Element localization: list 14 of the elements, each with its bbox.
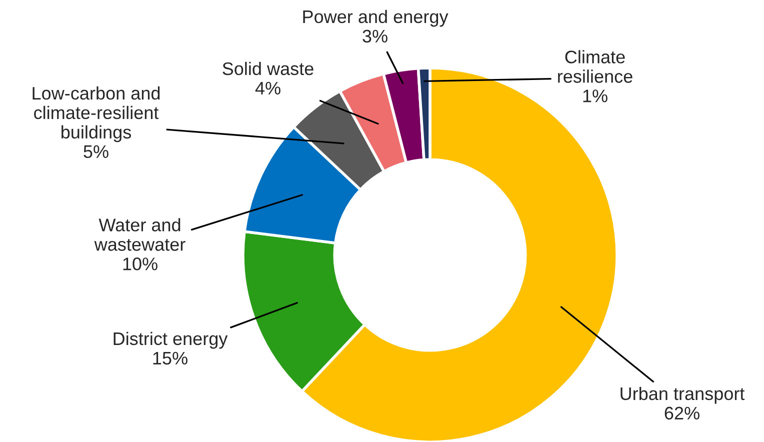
- slice-label: District energy: [114, 332, 228, 349]
- slice-label: Low-carbon and climate-resilient buildings: [32, 86, 160, 142]
- slice-label: Solid waste: [222, 62, 314, 76]
- data-label: 5%: [84, 145, 108, 158]
- data-label: 3%: [362, 30, 388, 43]
- slice-label: Power and energy: [303, 10, 448, 27]
- slice-label: Urban transport: [620, 386, 745, 404]
- slice-label: Climate resilience: [558, 50, 632, 83]
- data-label: 62%: [664, 406, 700, 420]
- data-label: 15%: [153, 352, 188, 365]
- data-label: 10%: [123, 258, 158, 270]
- data-label: 4%: [255, 82, 280, 94]
- slice-label: Water and wastewater: [94, 218, 186, 251]
- data-label: 1%: [583, 90, 608, 102]
